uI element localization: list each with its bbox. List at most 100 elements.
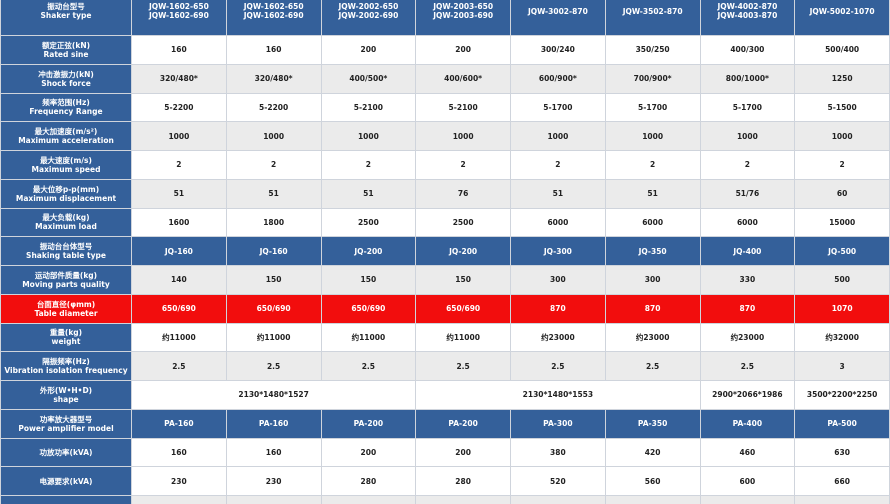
label-zh: 台面直径(φmm)	[36, 299, 96, 309]
cell: 2.5	[510, 351, 606, 381]
cell: JQ-200	[320, 236, 417, 266]
cell: PA-160	[131, 408, 227, 439]
cell: 300	[510, 265, 606, 295]
cell: 2	[604, 150, 701, 180]
cell: 200	[320, 35, 417, 65]
cell: 51	[131, 178, 227, 209]
label-zh: 振动台型号	[47, 2, 85, 11]
cell: 6000	[699, 207, 796, 238]
label-en: Shaker type	[40, 11, 92, 20]
label-en: weight	[51, 337, 81, 347]
row-header: 隔振频率(Hz) Vibration isolation frequency	[0, 351, 132, 381]
cell: 230	[225, 466, 322, 496]
label-zh: 最大负载(kg)	[42, 213, 90, 223]
cell: 1000	[794, 121, 890, 151]
label-en: shape	[53, 394, 79, 404]
row-header	[0, 495, 132, 504]
column-header: JQW-2003-650 JQW-2003-690	[415, 0, 511, 36]
cell: 1000	[415, 121, 511, 151]
cell: 160	[225, 437, 322, 468]
label-zh: 功率放大器型号	[39, 414, 93, 424]
cell: 5-1700	[699, 92, 796, 123]
model-name: JQW-5002-1070	[809, 6, 875, 16]
row-header: 功放功率(kVA)	[0, 437, 132, 468]
row-header: 最大速度(m/s) Maximum speed	[0, 150, 132, 180]
cell: 约23000	[699, 322, 796, 353]
spec-row: 功率放大器型号 Power amplifier model PA-160 PA-160…	[0, 408, 890, 439]
cell: 约11000	[131, 322, 227, 353]
label-zh: 隔振频率(Hz)	[42, 357, 90, 367]
model-name: JQW-4003-870	[717, 11, 778, 20]
cell: 1070	[794, 293, 890, 324]
cell: 160	[131, 35, 227, 65]
cell: 280	[320, 466, 417, 496]
header-row: 振动台型号 Shaker type JQW-1602-650 JQW-1602-690…	[0, 0, 890, 36]
cell: JQ-500	[794, 236, 890, 266]
cell: 5-2100	[320, 92, 417, 123]
cell: 51/76	[699, 178, 796, 209]
column-header: JQW-4002-870 JQW-4003-870	[699, 0, 796, 36]
cell: 1600	[131, 207, 227, 238]
cell: 300	[604, 265, 701, 295]
row-header: 功率放大器型号 Power amplifier model	[0, 408, 132, 439]
cell	[699, 495, 796, 504]
cell: 约23000	[510, 322, 606, 353]
row-header: 最大负载(kg) Maximum load	[0, 207, 132, 238]
cell: 600/900*	[510, 63, 606, 94]
label-zh: 运动部件质量(kg)	[34, 270, 98, 280]
row-header: 振动台台体型号 Shaking table type	[0, 236, 132, 266]
column-header: JQW-1602-650 JQW-1602-690	[131, 0, 227, 36]
cell: 60	[794, 178, 890, 209]
cell: JQ-200	[415, 236, 511, 266]
cell: 3500*2200*2250	[794, 380, 890, 410]
spec-row: 台面直径(φmm) Table diameter 650/690 650/690 650…	[0, 293, 890, 324]
spec-row: 最大速度(m/s) Maximum speed 2 2 2 2 2 2 2 2	[0, 150, 890, 180]
cell: 160	[225, 35, 322, 65]
cell: 140	[131, 265, 227, 295]
cell: 5-1700	[604, 92, 701, 123]
label-en: Rated sine	[43, 49, 89, 59]
label-zh: 功放功率(kVA)	[39, 447, 93, 457]
label-en: Power amplifier model	[18, 423, 114, 433]
cell: 2500	[320, 207, 417, 238]
cell: 51	[320, 178, 417, 209]
label-zh: 电源要求(kVA)	[39, 476, 93, 486]
cell: 3	[794, 351, 890, 381]
model-name: JQW-1602-690	[148, 11, 209, 20]
cell: 76	[415, 178, 511, 209]
cell: 约11000	[320, 322, 417, 353]
cell: 870	[604, 293, 701, 324]
cell: 5-2100	[415, 92, 511, 123]
cell: 1000	[225, 121, 322, 151]
cell: 51	[225, 178, 322, 209]
cell: 350/250	[604, 35, 701, 65]
cell: 200	[415, 437, 511, 468]
model-name: JQW-2003-690	[433, 11, 494, 20]
cell: 200	[415, 35, 511, 65]
model-name: JQW-3502-870	[622, 6, 683, 16]
cell: 5-1700	[510, 92, 606, 123]
spec-row: 最大加速度(m/s²) Maximum acceleration 1000 1000 1…	[0, 121, 890, 151]
cell: 600	[699, 466, 796, 496]
cell: 2.5	[131, 351, 227, 381]
label-zh: 外形(W•H•D)	[39, 385, 93, 395]
cell: 约23000	[604, 322, 701, 353]
model-name: JQW-1602-650	[148, 2, 209, 11]
label-en: Table diameter	[34, 308, 98, 318]
cell: 2	[794, 150, 890, 180]
cell: 420	[604, 437, 701, 468]
label-zh: 最大加速度(m/s²)	[34, 127, 98, 137]
cell: 500/400	[794, 35, 890, 65]
cell: JQ-300	[510, 236, 606, 266]
cell: 2	[131, 150, 227, 180]
cell: 650/690	[320, 293, 417, 324]
label-zh: 振动台台体型号	[39, 242, 93, 252]
cell: 5-2200	[225, 92, 322, 123]
cell: 5-1500	[794, 92, 890, 123]
cell: 1000	[131, 121, 227, 151]
cell	[510, 495, 606, 504]
cell: 15000	[794, 207, 890, 238]
spec-row: 功放功率(kVA) 160 160 200 200 380 420 460 630	[0, 437, 890, 468]
model-name: JQW-3002-870	[527, 6, 588, 16]
